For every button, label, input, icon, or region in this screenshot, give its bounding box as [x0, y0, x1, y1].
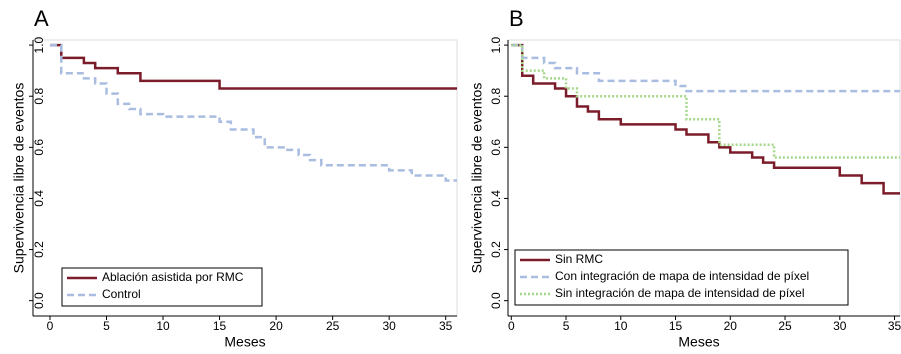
survival-curve [49, 43, 457, 182]
panel: A Meses Supervivencia libre de eventos 0 5 10… [11, 6, 458, 350]
y-tick-label: 0.6 [489, 139, 503, 156]
x-axis-label: Meses [678, 334, 719, 350]
panel: B Meses Supervivencia libre de eventos 0 5 10… [469, 6, 901, 350]
legend-label: Control [102, 287, 141, 301]
y-axis-label: Supervivencia libre de eventos [11, 83, 27, 274]
y-tick-label: 0.6 [32, 139, 46, 156]
panel-title: B [509, 6, 524, 31]
x-tick-label: 5 [563, 319, 570, 333]
x-tick-label: 20 [724, 319, 738, 333]
survival-curve [511, 43, 900, 93]
y-tick-label: 0.8 [489, 88, 503, 105]
legend-label: Ablación asistida por RMC [102, 270, 244, 284]
y-tick-label: 0.0 [489, 292, 503, 309]
x-tick-label: 5 [103, 319, 110, 333]
survival-curve [49, 43, 457, 90]
x-tick-label: 35 [888, 319, 901, 333]
y-tick-label: 0.0 [32, 292, 46, 309]
x-tick-label: 0 [508, 319, 515, 333]
x-tick-label: 15 [213, 319, 227, 333]
x-axis-label: Meses [224, 334, 265, 350]
y-tick-label: 0.2 [489, 241, 503, 258]
x-tick-label: 0 [47, 319, 54, 333]
x-tick-label: 10 [156, 319, 170, 333]
y-tick-label: 0.4 [489, 190, 503, 207]
y-axis-label: Supervivencia libre de eventos [469, 83, 485, 274]
survival-curve [511, 43, 900, 159]
x-tick-label: 35 [439, 319, 453, 333]
y-tick-label: 1.0 [32, 36, 46, 53]
x-tick-label: 25 [778, 319, 792, 333]
x-tick-label: 30 [382, 319, 396, 333]
legend-label: Con integración de mapa de intensidad de… [555, 269, 809, 283]
x-tick-label: 15 [669, 319, 683, 333]
x-tick-label: 30 [833, 319, 847, 333]
y-tick-label: 0.4 [32, 190, 46, 207]
survival-curve [511, 43, 900, 195]
legend-box [61, 267, 263, 307]
y-tick-label: 0.2 [32, 241, 46, 258]
legend-box [514, 249, 849, 306]
x-tick-label: 10 [614, 319, 628, 333]
legend-label: Sin integración de mapa de intensidad de… [555, 286, 805, 300]
y-tick-label: 0.8 [32, 88, 46, 105]
panel-title: A [34, 6, 49, 31]
x-tick-label: 25 [326, 319, 340, 333]
y-tick-label: 1.0 [489, 36, 503, 53]
legend-label: Sin RMC [555, 252, 603, 266]
x-tick-label: 20 [269, 319, 283, 333]
